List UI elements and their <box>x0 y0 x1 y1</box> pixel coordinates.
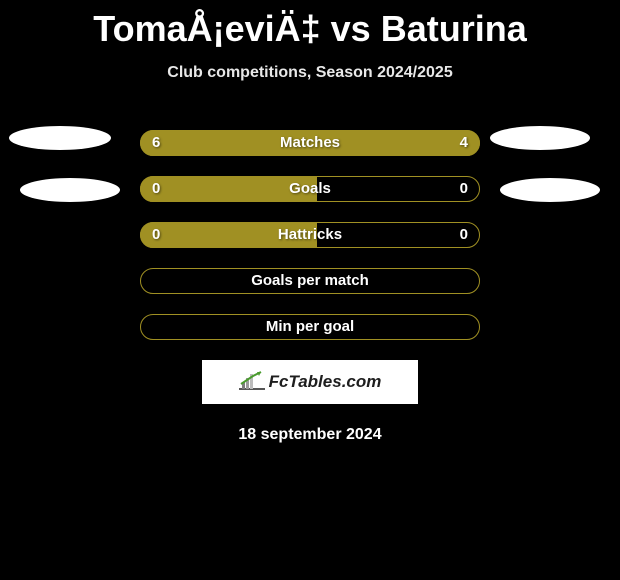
date-line: 18 september 2024 <box>0 426 620 444</box>
stat-bar: 64Matches <box>140 130 480 156</box>
stat-bar: Min per goal <box>140 314 480 340</box>
stat-value-left: 0 <box>152 222 160 248</box>
stat-row: Goals per match <box>0 268 620 294</box>
decor-ellipse <box>490 126 590 150</box>
chart-bars-icon <box>239 370 265 395</box>
stat-row: 00Hattricks <box>0 222 620 248</box>
logo-box: FcTables.com <box>202 360 418 404</box>
decor-ellipse <box>500 178 600 202</box>
stat-value-left: 6 <box>152 130 160 156</box>
stat-value-right: 0 <box>460 176 468 202</box>
decor-ellipse <box>20 178 120 202</box>
stats-area: 64Matches00Goals00HattricksGoals per mat… <box>0 130 620 340</box>
logo: FcTables.com <box>239 370 382 395</box>
stat-bar: Goals per match <box>140 268 480 294</box>
page-title: TomaÅ¡eviÄ‡ vs Baturina <box>0 0 620 50</box>
logo-text: FcTables.com <box>269 372 382 392</box>
subtitle: Club competitions, Season 2024/2025 <box>0 64 620 82</box>
stat-value-left: 0 <box>152 176 160 202</box>
decor-ellipse <box>9 126 111 150</box>
infographic-container: TomaÅ¡eviÄ‡ vs Baturina Club competition… <box>0 0 620 580</box>
stat-bar: 00Hattricks <box>140 222 480 248</box>
stat-row: Min per goal <box>0 314 620 340</box>
stat-bar: 00Goals <box>140 176 480 202</box>
stat-value-right: 4 <box>460 130 468 156</box>
stat-value-right: 0 <box>460 222 468 248</box>
